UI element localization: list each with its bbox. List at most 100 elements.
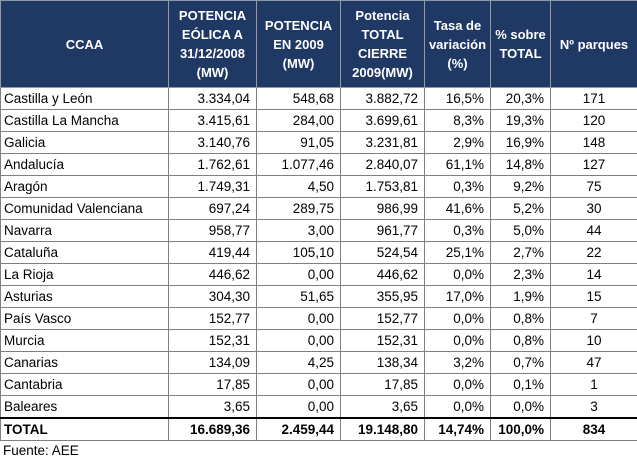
header-ccaa: CCAA: [0, 0, 169, 88]
cell-num-parques: 14: [550, 263, 637, 286]
cell-potencia-2008: 3.140,76: [168, 131, 257, 154]
cell-porcentaje-total: 2,3%: [490, 263, 551, 286]
cell-porcentaje-total: 2,7%: [490, 241, 551, 264]
cell-porcentaje-total: 0,0%: [490, 395, 551, 419]
cell-potencia-total: 446,62: [340, 263, 425, 286]
cell-num-parques: 15: [550, 285, 637, 308]
cell-potencia-2008: 17,85: [168, 373, 257, 396]
cell-ccaa: Cantabria: [0, 373, 169, 396]
cell-num-parques: 7: [550, 307, 637, 330]
cell-tasa-variacion: 17,0%: [424, 285, 491, 308]
cell-ccaa: Comunidad Valenciana: [0, 197, 169, 220]
header-potencia-total: Potencia TOTAL CIERRE 2009(MW): [340, 0, 425, 88]
header-tasa-variacion: Tasa de variación (%): [424, 0, 491, 88]
cell-potencia-total: 19.148,80: [340, 417, 425, 441]
cell-tasa-variacion: 16,5%: [424, 87, 491, 110]
cell-tasa-variacion: 0,0%: [424, 263, 491, 286]
cell-potencia-total: 2.840,07: [340, 153, 425, 176]
cell-potencia-2008: 697,24: [168, 197, 257, 220]
cell-num-parques: 148: [550, 131, 637, 154]
cell-potencia-2009: 91,05: [256, 131, 341, 154]
cell-tasa-variacion: 0,3%: [424, 219, 491, 242]
cell-tasa-variacion: 0,0%: [424, 329, 491, 352]
header-potencia-2009: POTENCIA EN 2009 (MW): [256, 0, 341, 88]
cell-tasa-variacion: 0,0%: [424, 395, 491, 419]
cell-ccaa: Baleares: [0, 395, 169, 419]
cell-porcentaje-total: 0,8%: [490, 329, 551, 352]
table-row: Galicia 3.140,76 91,05 3.231,81 2,9% 16,9% 148: [0, 131, 637, 154]
cell-porcentaje-total: 20,3%: [490, 87, 551, 110]
cell-ccaa: Aragón: [0, 175, 169, 198]
cell-potencia-2008: 152,77: [168, 307, 257, 330]
table-row: Canarias 134,09 4,25 138,34 3,2% 0,7% 47: [0, 351, 637, 374]
cell-potencia-total: 138,34: [340, 351, 425, 374]
table-row: País Vasco 152,77 0,00 152,77 0,0% 0,8% 7: [0, 307, 637, 330]
cell-ccaa: Castilla y León: [0, 87, 169, 110]
cell-potencia-total: 152,77: [340, 307, 425, 330]
cell-potencia-2008: 3,65: [168, 395, 257, 419]
table-row: La Rioja 446,62 0,00 446,62 0,0% 2,3% 14: [0, 263, 637, 286]
table-body: Castilla y León 3.334,04 548,68 3.882,72 16,…: [0, 87, 637, 441]
cell-potencia-2009: 105,10: [256, 241, 341, 264]
cell-porcentaje-total: 0,8%: [490, 307, 551, 330]
cell-tasa-variacion: 8,3%: [424, 109, 491, 132]
header-potencia-2008: POTENCIA EÓLICA A 31/12/2008 (MW): [168, 0, 257, 88]
cell-ccaa: La Rioja: [0, 263, 169, 286]
cell-potencia-2008: 304,30: [168, 285, 257, 308]
cell-potencia-2009: 2.459,44: [256, 417, 341, 441]
cell-potencia-2008: 446,62: [168, 263, 257, 286]
cell-num-parques: 44: [550, 219, 637, 242]
cell-potencia-total: 3.882,72: [340, 87, 425, 110]
header-porcentaje-total: % sobre TOTAL: [490, 0, 551, 88]
cell-num-parques: 3: [550, 395, 637, 419]
cell-tasa-variacion: 0,0%: [424, 307, 491, 330]
table-header-row: CCAA POTENCIA EÓLICA A 31/12/2008 (MW) P…: [0, 0, 637, 88]
cell-porcentaje-total: 9,2%: [490, 175, 551, 198]
cell-potencia-total: 524,54: [340, 241, 425, 264]
cell-ccaa: Navarra: [0, 219, 169, 242]
table-row: Cataluña 419,44 105,10 524,54 25,1% 2,7% 22: [0, 241, 637, 264]
cell-porcentaje-total: 0,7%: [490, 351, 551, 374]
cell-potencia-2009: 0,00: [256, 329, 341, 352]
header-num-parques: Nº parques: [550, 0, 637, 88]
cell-potencia-2009: 4,25: [256, 351, 341, 374]
table-row: Baleares 3,65 0,00 3,65 0,0% 0,0% 3: [0, 395, 637, 419]
cell-num-parques: 30: [550, 197, 637, 220]
cell-potencia-total: 3.699,61: [340, 109, 425, 132]
source-footnote: Fuente: AEE: [3, 443, 79, 458]
cell-potencia-2008: 1.749,31: [168, 175, 257, 198]
cell-ccaa: Galicia: [0, 131, 169, 154]
table-total-row: TOTAL 16.689,36 2.459,44 19.148,80 14,74% 100…: [0, 417, 637, 441]
cell-ccaa: Andalucía: [0, 153, 169, 176]
cell-potencia-total: 986,99: [340, 197, 425, 220]
cell-potencia-total: 1.753,81: [340, 175, 425, 198]
cell-ccaa: Asturias: [0, 285, 169, 308]
table-row: Asturias 304,30 51,65 355,95 17,0% 1,9% 15: [0, 285, 637, 308]
cell-num-parques: 75: [550, 175, 637, 198]
cell-num-parques: 171: [550, 87, 637, 110]
table-row: Castilla La Mancha 3.415,61 284,00 3.699,61…: [0, 109, 637, 132]
cell-potencia-total: 17,85: [340, 373, 425, 396]
cell-potencia-2008: 419,44: [168, 241, 257, 264]
cell-potencia-2009: 284,00: [256, 109, 341, 132]
wind-power-table: CCAA POTENCIA EÓLICA A 31/12/2008 (MW) P…: [0, 0, 637, 441]
cell-num-parques: 127: [550, 153, 637, 176]
cell-potencia-2008: 3.415,61: [168, 109, 257, 132]
cell-potencia-2008: 134,09: [168, 351, 257, 374]
cell-porcentaje-total: 19,3%: [490, 109, 551, 132]
cell-ccaa: TOTAL: [0, 417, 169, 441]
cell-potencia-total: 152,31: [340, 329, 425, 352]
cell-potencia-total: 355,95: [340, 285, 425, 308]
cell-tasa-variacion: 0,0%: [424, 373, 491, 396]
table-row: Andalucía 1.762,61 1.077,46 2.840,07 61,1% 14…: [0, 153, 637, 176]
cell-num-parques: 47: [550, 351, 637, 374]
cell-num-parques: 834: [550, 417, 637, 441]
cell-potencia-2008: 1.762,61: [168, 153, 257, 176]
cell-potencia-2008: 958,77: [168, 219, 257, 242]
table-row: Murcia 152,31 0,00 152,31 0,0% 0,8% 10: [0, 329, 637, 352]
cell-tasa-variacion: 0,3%: [424, 175, 491, 198]
cell-ccaa: País Vasco: [0, 307, 169, 330]
cell-num-parques: 10: [550, 329, 637, 352]
cell-potencia-2009: 0,00: [256, 307, 341, 330]
cell-tasa-variacion: 25,1%: [424, 241, 491, 264]
